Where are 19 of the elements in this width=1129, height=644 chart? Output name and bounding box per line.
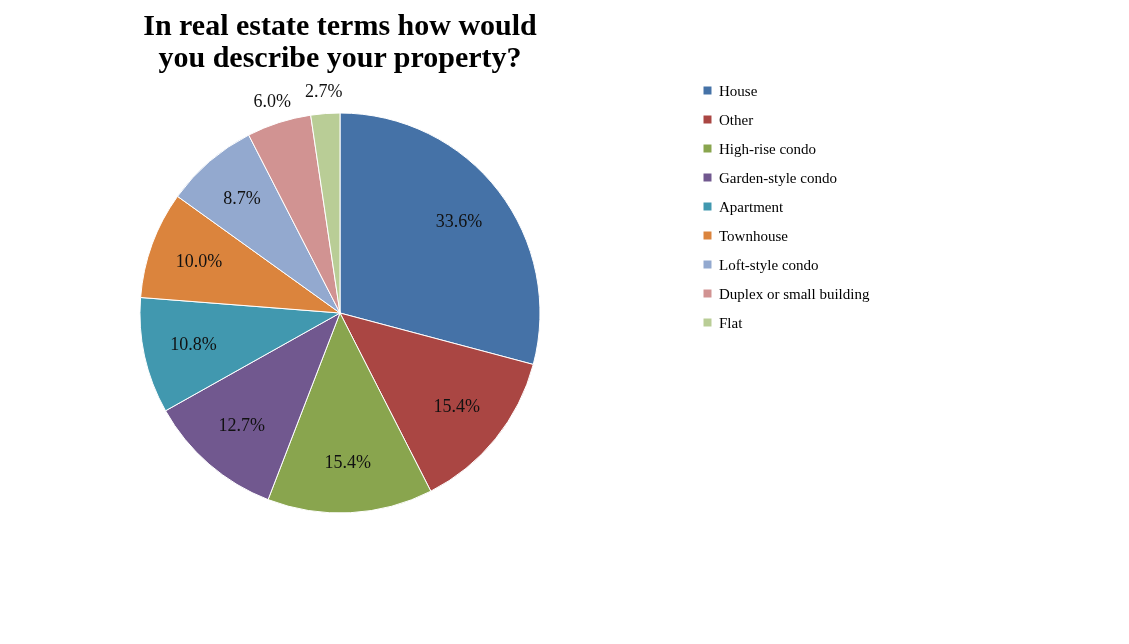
legend-label: Townhouse: [719, 227, 789, 244]
data-label: 10.0%: [175, 250, 223, 271]
data-label: 10.8%: [170, 334, 217, 355]
data-label: 12.7%: [218, 415, 266, 436]
legend-label: House: [719, 82, 758, 99]
data-label: 15.4%: [433, 396, 480, 417]
legend-label: Duplex or small building: [719, 285, 870, 302]
data-label: 8.7%: [223, 188, 261, 209]
data-label: 2.7%: [304, 80, 343, 101]
legend-label: Apartment: [719, 198, 784, 215]
chart-title: In real estate terms how would you describe your property?: [143, 7, 538, 73]
data-label: 33.6%: [435, 210, 483, 231]
data-label: 15.4%: [324, 451, 372, 472]
data-label: 6.0%: [253, 90, 291, 111]
legend-label: Flat: [719, 314, 744, 331]
legend-label: Garden-style condo: [719, 169, 837, 186]
legend-label: High-rise condo: [719, 140, 817, 157]
legend-label: Other: [719, 111, 754, 128]
legend-label: Loft-style condo: [719, 256, 819, 273]
